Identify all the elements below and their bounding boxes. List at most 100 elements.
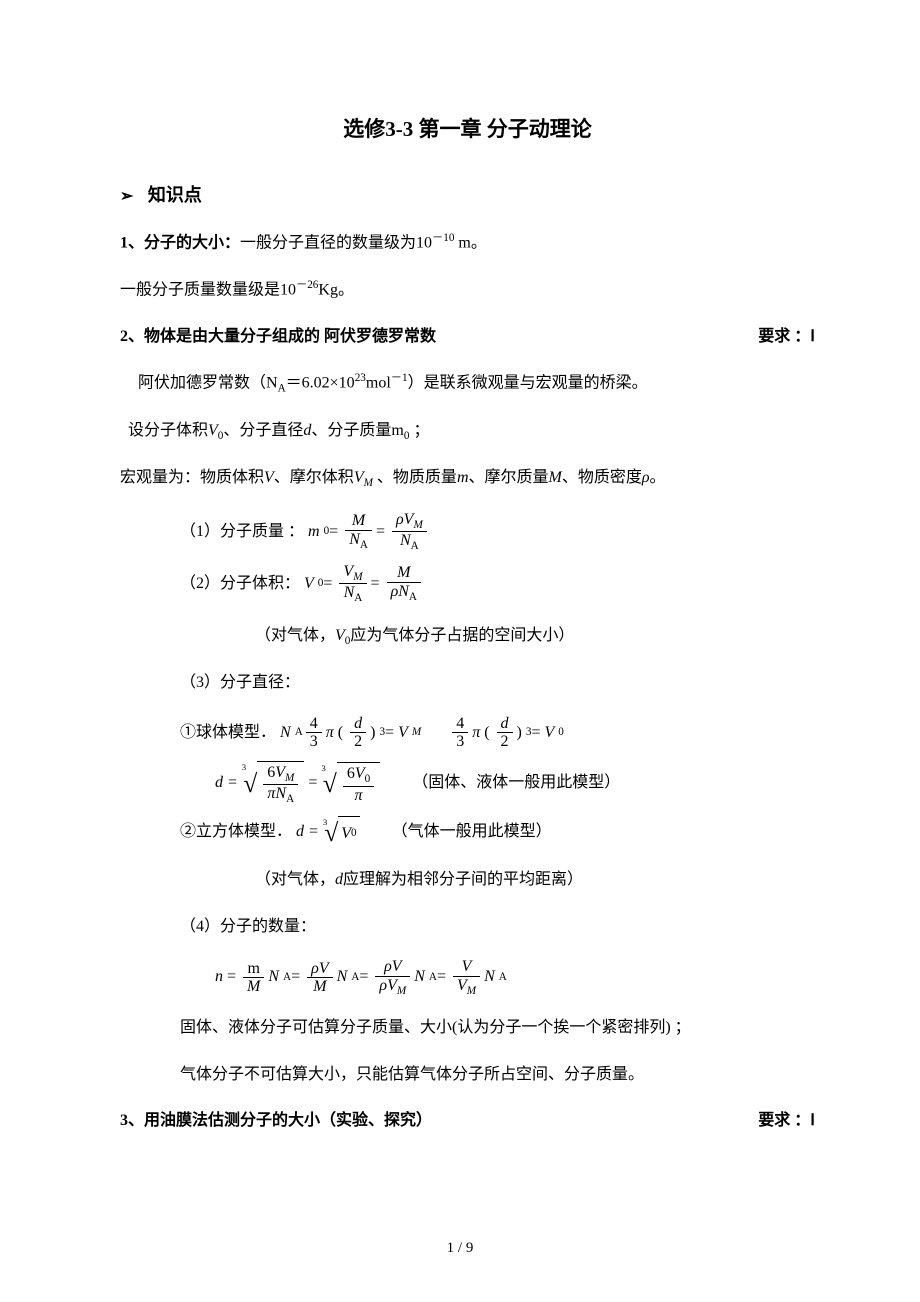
- f3-note3: （对气体，d应理解为相邻分子间的平均距离）: [120, 865, 815, 895]
- page-number: 1 / 9: [0, 1234, 920, 1263]
- f3-eq3: =: [308, 768, 317, 798]
- f3-eq1: =: [385, 718, 394, 748]
- f1-den2a: N: [400, 532, 411, 549]
- f4-eq4: =: [437, 962, 446, 992]
- formula-1: （1）分子质量 ： m0 = M NA = ρVM NA: [120, 511, 815, 553]
- f3-note2: （气体一般用此模型）: [392, 817, 552, 847]
- f3-m2-label: ②立方体模型．: [180, 817, 292, 847]
- f2-lhs: V: [304, 569, 314, 599]
- f2-den2b: A: [409, 591, 417, 603]
- s2-p1c-sup: －1: [391, 372, 408, 384]
- document-page: 选修3-3 第一章 分子动理论 ➢ 知识点 1、分子的大小：一般分子直径的数量级…: [0, 0, 920, 1302]
- f2-frac2: M ρNA: [387, 564, 421, 603]
- f3-d-formula: d = 3 √ 6VM πNA = 3 √ 6V0 π （固体、液体一般用此模型…: [120, 761, 815, 806]
- f1-eq2: =: [376, 517, 385, 547]
- f3-lp1: (: [338, 718, 343, 748]
- f2-note: （对气体，V0应为气体分子占据的空间大小）: [120, 621, 815, 652]
- formula-4: n = mM NA = ρVM NA = ρVρVM NA = VVM NA: [120, 958, 815, 997]
- f4-na2a: N: [337, 962, 348, 992]
- s2-M: M: [549, 469, 562, 486]
- f3-r1frac: 6VM πNA: [263, 764, 298, 806]
- f3-d2a: d2: [350, 715, 366, 751]
- f3-3a: 3: [306, 732, 322, 751]
- f3-note3a: （对气体，: [255, 871, 335, 888]
- f3-lp2: (: [484, 718, 489, 748]
- f2-den1b: A: [354, 593, 362, 605]
- f4-na4b: A: [499, 967, 507, 988]
- s1-body-b: 一般分子质量数量级是10: [120, 281, 296, 298]
- f3-6b: 6: [347, 765, 355, 782]
- s2-p1a: 阿伏加德罗常数（N: [138, 374, 278, 391]
- knowledge-heading: ➢ 知识点: [120, 178, 815, 212]
- s3-head: 3、用油膜法估测分子的大小（实验、探究）: [120, 1106, 432, 1136]
- f3-root3: 3 √ V0: [323, 816, 360, 849]
- f4-eq3: =: [359, 962, 368, 992]
- f1-num2a: ρV: [396, 511, 413, 528]
- radical-icon: √: [324, 816, 338, 849]
- f3-root2: 3 √ 6V0 π: [321, 762, 380, 804]
- s2-req: 要求 ：Ⅰ: [758, 322, 815, 352]
- f1-label: （1）分子质量 ：: [180, 517, 304, 547]
- f4-V3: V: [453, 958, 480, 976]
- f3-r1vmb: M: [285, 772, 294, 784]
- f3-cube-model: ②立方体模型． d = 3 √ V0 （气体一般用此模型）: [120, 816, 815, 849]
- f3-2a: 2: [350, 732, 366, 751]
- f3-sphere: ①球体模型． NA 43 π( d2 )3 = VM 43 π( d2 )3 =…: [120, 715, 815, 751]
- f4-m1: m: [243, 960, 264, 978]
- s2-p2b: 、分子直径: [223, 422, 303, 439]
- f3-label: （3）分子直径：: [120, 668, 815, 698]
- f3-4b: 4: [452, 715, 468, 733]
- f4-vm1b: M: [397, 985, 406, 997]
- f4-na4a: N: [484, 962, 495, 992]
- f3-v0a: V: [544, 718, 554, 748]
- f3-eq2: =: [531, 718, 540, 748]
- section-3-heading-row: 3、用油膜法估测分子的大小（实验、探究） 要求 ：Ⅰ: [120, 1106, 815, 1136]
- section-1-line2: 一般分子质量数量级是10－26Kg。: [120, 275, 815, 306]
- f4-vm2a: V: [457, 977, 467, 994]
- f4-rho2: ρ: [384, 958, 392, 975]
- s2-p1: 阿伏加德罗常数（NA＝6.02×1023mol－1）是联系微观量与宏观量的桥梁。: [120, 368, 815, 400]
- s1-body-a: 一般分子直径的数量级为10: [240, 235, 432, 252]
- f3-note1: （固体、液体一般用此模型）: [412, 768, 620, 798]
- s2-head: 2、物体是由大量分子组成的 阿伏罗德罗常数: [120, 322, 436, 352]
- f4-f4: VVM: [453, 958, 480, 997]
- f2-num1b: M: [353, 571, 362, 583]
- s2-p3f: 。: [650, 469, 666, 486]
- f4-eq1: =: [227, 962, 236, 992]
- s3-req: 要求 ：Ⅰ: [758, 1106, 815, 1136]
- f3-d2b: d2: [497, 715, 513, 751]
- f3-rp2: ): [517, 718, 522, 748]
- f1-frac2: ρVM NA: [392, 511, 427, 553]
- f3-vma: V: [398, 718, 408, 748]
- f3-m1-label: ①球体模型．: [180, 718, 276, 748]
- f1-num1: M: [352, 512, 365, 529]
- f3-r2v0: V: [355, 765, 365, 782]
- f3-pi2: π: [472, 718, 480, 748]
- formula-2: （2）分子体积： V0 = VM NA = M ρNA: [120, 563, 815, 605]
- knowledge-label: 知识点: [148, 185, 202, 205]
- f3-2b: 2: [497, 732, 513, 751]
- s2-p1a-sub: A: [278, 383, 286, 395]
- s2-p2d: ；: [409, 422, 429, 439]
- radical-icon: √: [323, 762, 337, 804]
- f1-eq1: =: [329, 517, 338, 547]
- f4-V2: V: [392, 958, 402, 975]
- f2-note-v: V: [335, 627, 345, 644]
- s2-p3b: 、摩尔体积: [274, 469, 354, 486]
- s2-p3e: 、物质密度: [562, 469, 642, 486]
- f4-label: （4）分子的数量：: [120, 912, 815, 942]
- f4-na1b: A: [283, 967, 291, 988]
- f4-na2b: A: [351, 967, 359, 988]
- f1-den1b: A: [360, 539, 368, 551]
- f3-r1vm: V: [275, 764, 285, 781]
- s2-p3c: 、物质质量: [373, 469, 457, 486]
- f3-na-a: N: [280, 718, 291, 748]
- f4-vm2b: M: [467, 985, 476, 997]
- f4-eq2: =: [291, 962, 300, 992]
- f4-f1: mM: [243, 960, 264, 996]
- f2-note-a: （对气体，: [255, 627, 335, 644]
- s2-p2c: 、分子质量m: [311, 422, 403, 439]
- f3-d2: d: [497, 715, 513, 733]
- f4-f3: ρVρVM: [375, 958, 410, 997]
- f2-frac1: VM NA: [339, 563, 366, 605]
